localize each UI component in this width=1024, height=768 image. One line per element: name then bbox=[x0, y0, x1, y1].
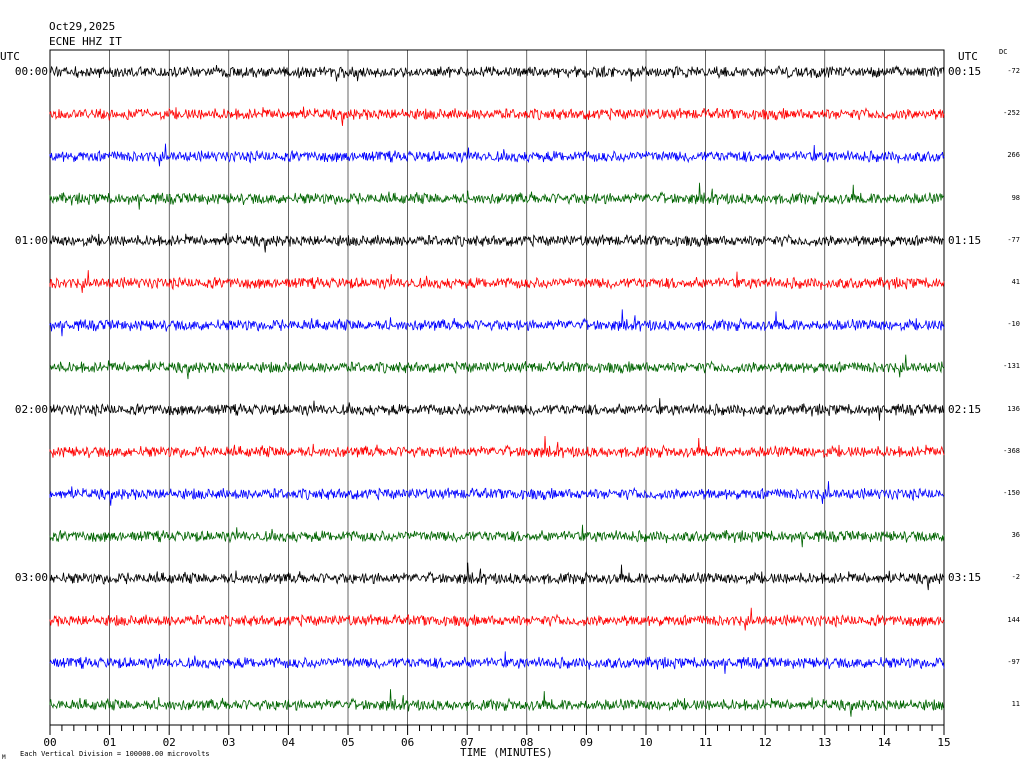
trace-line bbox=[49, 481, 945, 506]
x-tick-label: 09 bbox=[579, 736, 594, 749]
dc-offset-label: 136 bbox=[1007, 404, 1020, 413]
trace-line bbox=[49, 309, 945, 337]
hour-label-left: 01:00 bbox=[14, 233, 48, 247]
x-tick-label: 08 bbox=[520, 736, 534, 749]
trace-line bbox=[49, 270, 945, 293]
dc-offset-label: -10 bbox=[1007, 320, 1020, 329]
x-tick-label: 01 bbox=[102, 736, 117, 749]
x-tick-label: 00 bbox=[43, 736, 57, 749]
dc-label: DC bbox=[999, 48, 1008, 56]
x-tick-label: 15 bbox=[937, 736, 951, 749]
trace-line bbox=[49, 607, 945, 631]
dc-offset-label: -150 bbox=[1003, 489, 1020, 497]
trace-line bbox=[49, 233, 944, 253]
trace-line bbox=[49, 354, 945, 380]
trace-line bbox=[49, 689, 945, 717]
x-tick-label: 14 bbox=[877, 736, 892, 749]
x-tick-label: 02 bbox=[162, 736, 176, 749]
trace-line bbox=[49, 651, 945, 674]
dc-offset-label: 41 bbox=[1011, 278, 1020, 286]
x-tick-label: 03 bbox=[222, 736, 236, 749]
x-tick-label: 05 bbox=[341, 736, 355, 749]
trace-line bbox=[49, 398, 945, 421]
trace-line bbox=[49, 562, 945, 591]
trace-line bbox=[49, 106, 945, 126]
trace-line bbox=[49, 435, 945, 459]
hour-label-right: 03:15 bbox=[948, 571, 982, 585]
dc-offset-label: 266 bbox=[1007, 151, 1020, 160]
dc-offset-label: -131 bbox=[1003, 362, 1020, 371]
x-tick-label: 10 bbox=[639, 736, 653, 749]
utc-right-label: UTC bbox=[958, 50, 978, 63]
x-tick-label: 07 bbox=[460, 736, 474, 749]
dc-offset-label: 36 bbox=[1011, 531, 1020, 540]
scale-mark: M bbox=[2, 754, 6, 761]
x-axis-label: TIME (MINUTES) bbox=[460, 746, 553, 759]
dc-offset-label: 11 bbox=[1011, 700, 1020, 708]
trace-line bbox=[49, 182, 944, 210]
hour-label-right: 02:15 bbox=[948, 402, 982, 416]
utc-left-label: UTC bbox=[0, 50, 20, 63]
dc-offset-label: -97 bbox=[1007, 657, 1020, 666]
dc-offset-label: 144 bbox=[1007, 615, 1020, 624]
x-tick-label: 11 bbox=[698, 736, 713, 749]
scale-note: Each Vertical Division = 100000.00 micro… bbox=[20, 750, 210, 758]
hour-label-left: 00:00 bbox=[14, 65, 48, 78]
dc-offset-label: -252 bbox=[1003, 109, 1020, 118]
station-label: ECNE HHZ IT bbox=[49, 35, 122, 48]
dc-offset-label: -72 bbox=[1007, 67, 1020, 75]
hour-label-right: 01:15 bbox=[948, 233, 982, 247]
trace-line bbox=[49, 524, 945, 548]
x-tick-label: 12 bbox=[758, 736, 772, 749]
trace-line bbox=[49, 143, 945, 167]
x-tick-label: 04 bbox=[281, 736, 296, 749]
dc-offset-label: -77 bbox=[1007, 235, 1020, 244]
dc-offset-label: 98 bbox=[1011, 193, 1020, 202]
plot-frame bbox=[49, 49, 945, 726]
x-tick-label: 06 bbox=[400, 736, 415, 749]
dc-offset-label: -368 bbox=[1003, 446, 1020, 455]
trace-line bbox=[49, 64, 945, 82]
x-tick-label: 13 bbox=[818, 736, 832, 749]
hour-label-left: 03:00 bbox=[14, 571, 48, 585]
date-label: Oct29,2025 bbox=[49, 20, 116, 33]
hour-label-right: 00:15 bbox=[948, 65, 982, 78]
hour-label-left: 02:00 bbox=[14, 402, 48, 416]
dc-offset-label: -2 bbox=[1011, 573, 1020, 582]
